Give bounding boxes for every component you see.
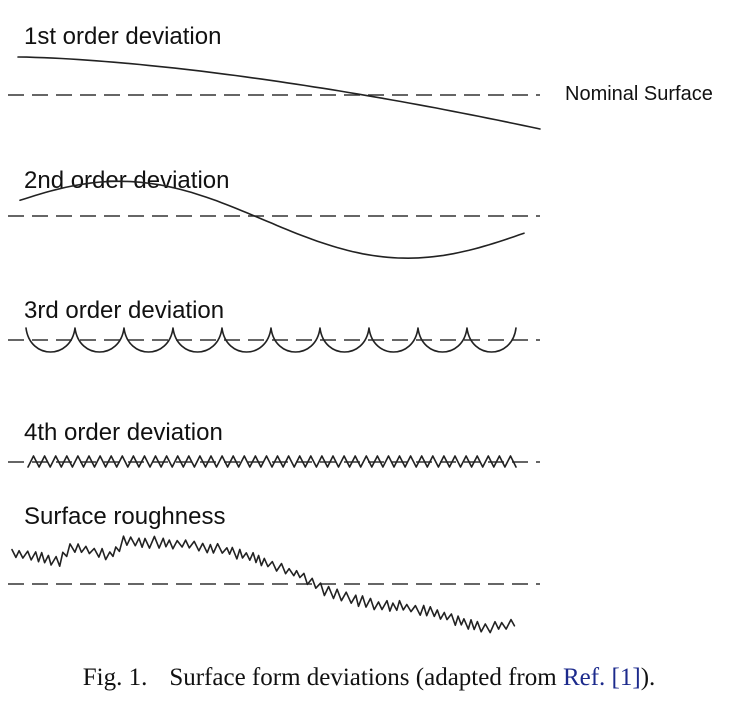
- nominal-surface-label: Nominal Surface: [565, 83, 713, 105]
- profile-1st-order: [17, 56, 541, 130]
- label-3rd-order: 3rd order deviation: [24, 297, 224, 324]
- figure-caption: Fig. 1. Surface form deviations (adapted …: [0, 664, 738, 692]
- profile-4th-order: [27, 455, 517, 468]
- profile-2nd-order: [19, 180, 525, 259]
- profile-3rd-order: [25, 327, 517, 353]
- caption-reference-link[interactable]: Ref. [1]: [562, 664, 641, 691]
- label-1st-order: 1st order deviation: [24, 23, 221, 50]
- profile-surface-roughness: [11, 535, 516, 634]
- caption-number: Fig. 1.: [82, 664, 148, 691]
- label-4th-order: 4th order deviation: [24, 419, 223, 446]
- caption-text-end: ).: [640, 664, 656, 691]
- label-surface-roughness: Surface roughness: [24, 503, 225, 530]
- caption-text: Surface form deviations (adapted from: [169, 664, 563, 691]
